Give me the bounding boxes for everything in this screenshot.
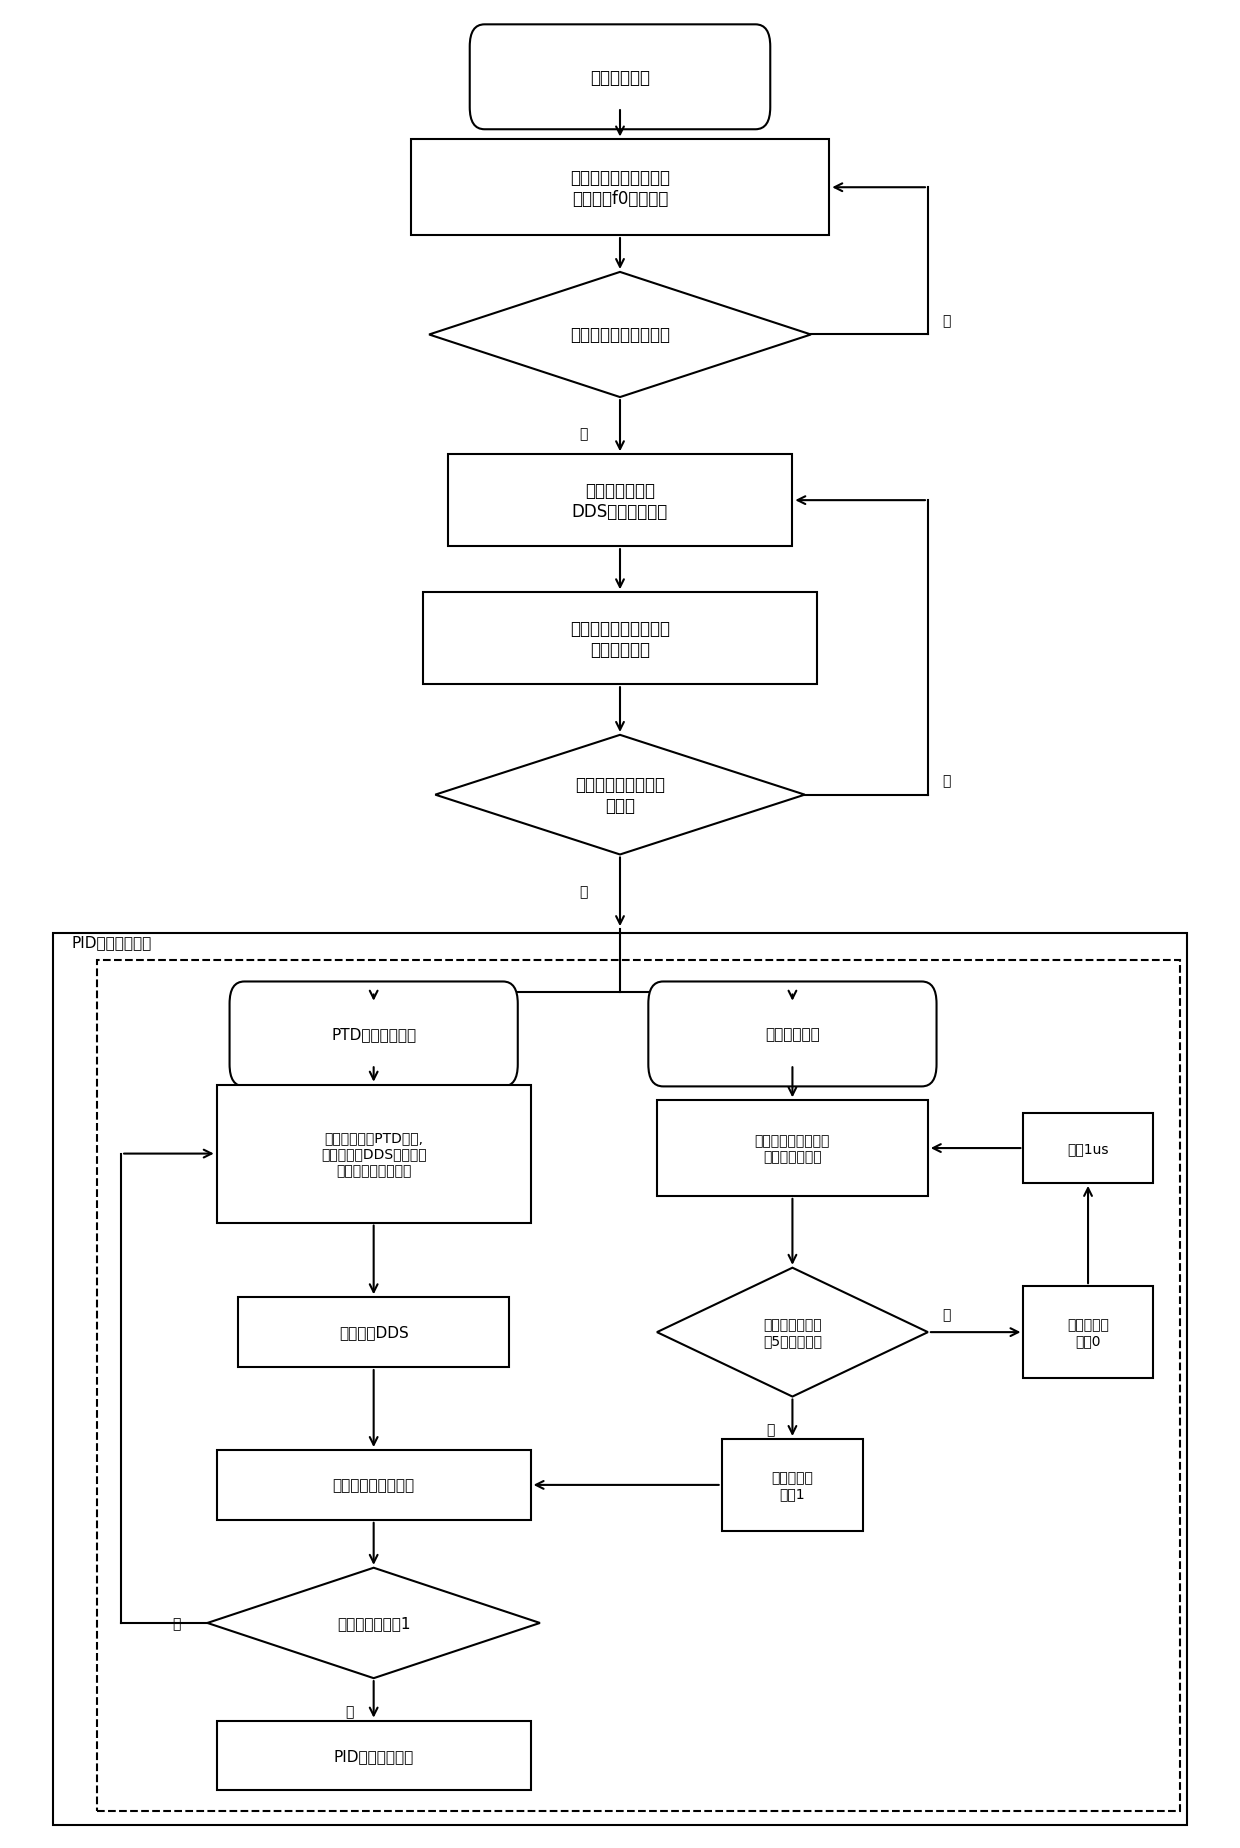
Text: 误差信号最大值超阈值: 误差信号最大值超阈值 (570, 327, 670, 344)
Bar (1023, 1286, 1153, 1379)
Text: 查询控制失败标置位: 查询控制失败标置位 (332, 1478, 414, 1493)
Polygon shape (657, 1268, 928, 1397)
Text: 误差信号快速傅里叶
变化取中心频率: 误差信号快速傅里叶 变化取中心频率 (755, 1133, 830, 1164)
Text: 否: 否 (942, 1307, 951, 1321)
Bar (423, 593, 817, 686)
Text: 否: 否 (942, 774, 951, 787)
Text: 误差信号进行PTD运算,
计算出控制DDS频率和相
位控制方向和控制量: 误差信号进行PTD运算, 计算出控制DDS频率和相 位控制方向和控制量 (321, 1131, 427, 1177)
Bar (217, 1085, 531, 1223)
Text: 大范围扫频控制窄线宽
激光频率f0线性增加: 大范围扫频控制窄线宽 激光频率f0线性增加 (570, 168, 670, 207)
Bar (657, 1101, 928, 1196)
Bar (448, 455, 792, 547)
Text: 控制失败标志位1: 控制失败标志位1 (337, 1615, 410, 1630)
Text: 锁相监控开始: 锁相监控开始 (765, 1027, 820, 1042)
Text: 是: 是 (579, 885, 588, 898)
Bar (1023, 1114, 1153, 1183)
Bar (97, 961, 1180, 1811)
Text: 是: 是 (345, 1704, 353, 1719)
Bar (722, 1440, 863, 1532)
Polygon shape (435, 736, 805, 856)
Bar (217, 1451, 531, 1521)
Polygon shape (429, 274, 811, 397)
Bar (410, 140, 830, 237)
Text: 控制失败标
志置0: 控制失败标 志置0 (1068, 1318, 1109, 1347)
Text: PID控制阶段结束: PID控制阶段结束 (334, 1748, 414, 1763)
Text: 否: 否 (172, 1617, 180, 1630)
Text: 误差信号快速傅里叶变
化取中心频率: 误差信号快速傅里叶变 化取中心频率 (570, 619, 670, 658)
Text: 是: 是 (579, 427, 588, 442)
Text: 输出控制DDS: 输出控制DDS (339, 1325, 408, 1340)
Text: 是: 是 (766, 1423, 775, 1436)
FancyBboxPatch shape (470, 26, 770, 129)
Text: 信号中心频率连
续5次超出范围: 信号中心频率连 续5次超出范围 (763, 1318, 822, 1347)
Text: 否: 否 (942, 314, 951, 327)
Bar (238, 1297, 510, 1368)
Bar (53, 933, 1187, 1826)
Text: 误差信号中心频率满
足条件: 误差信号中心频率满 足条件 (575, 776, 665, 815)
Text: PTD计算模块开始: PTD计算模块开始 (331, 1027, 417, 1042)
Text: 锁相控制开始: 锁相控制开始 (590, 68, 650, 87)
Text: PID控制阶段开始: PID控制阶段开始 (72, 935, 153, 950)
Text: 小范围线性扫频
DDS输出频率递增: 小范围线性扫频 DDS输出频率递增 (572, 482, 668, 521)
Polygon shape (207, 1567, 539, 1678)
Text: 控制失败标
志置1: 控制失败标 志置1 (771, 1469, 813, 1501)
Text: 等待1us: 等待1us (1068, 1142, 1109, 1155)
FancyBboxPatch shape (649, 981, 936, 1087)
Bar (217, 1720, 531, 1791)
FancyBboxPatch shape (229, 981, 518, 1087)
